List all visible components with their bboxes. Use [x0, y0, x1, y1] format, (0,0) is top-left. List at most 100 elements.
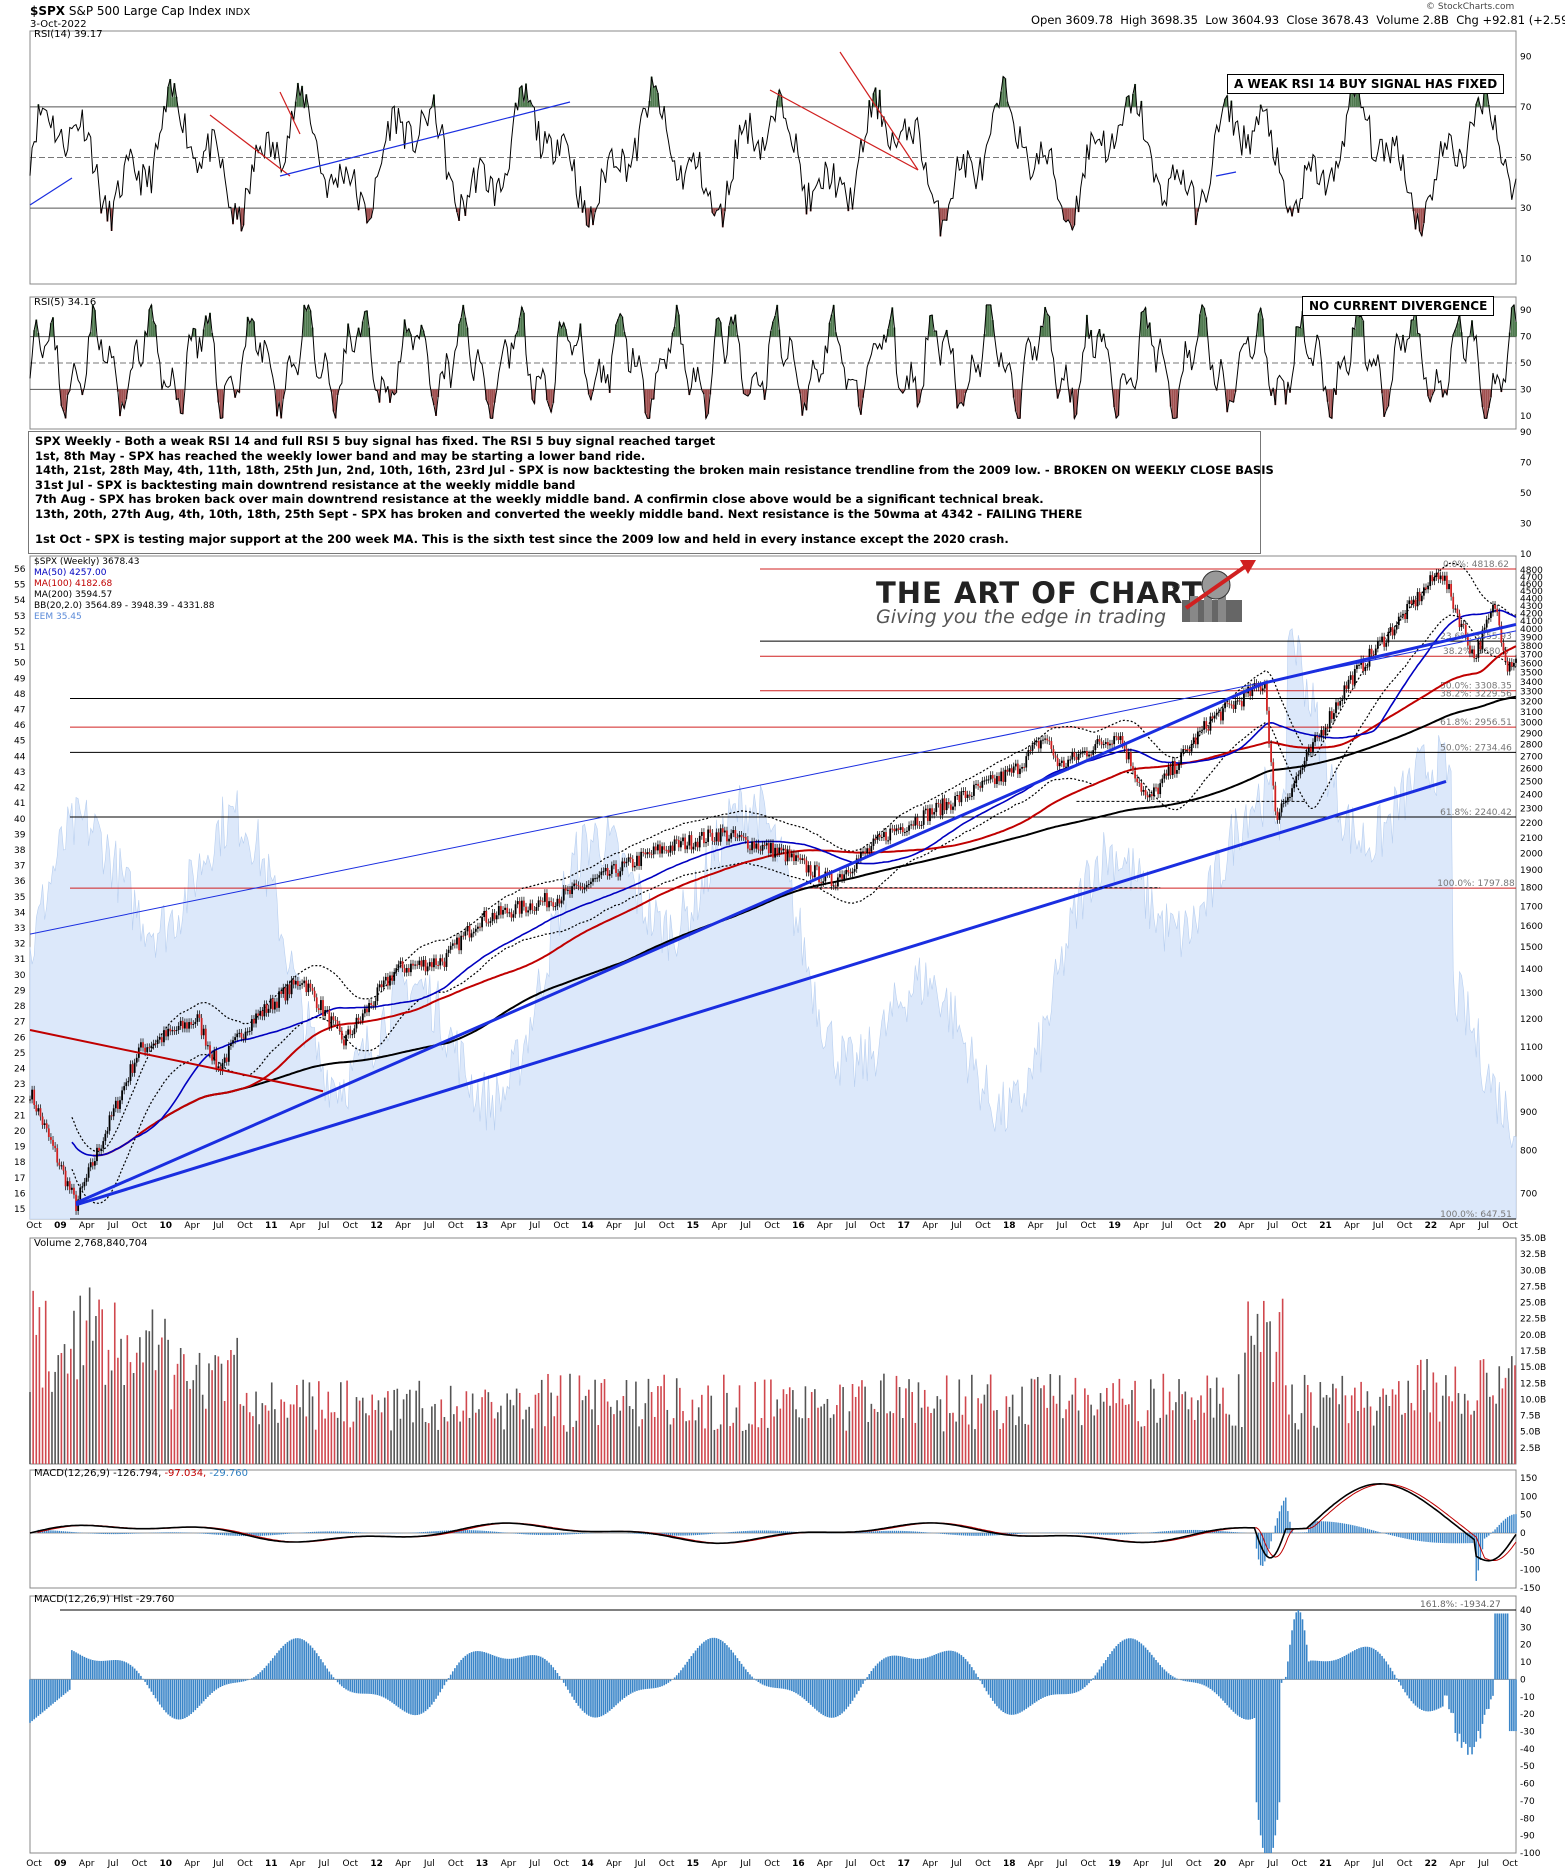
volume-bar [283, 1401, 286, 1464]
candle-body [686, 845, 689, 850]
candle-body [366, 1008, 368, 1013]
candle-body [1165, 773, 1168, 776]
volume-bar [1473, 1410, 1475, 1464]
candle-body [1391, 627, 1394, 636]
volume-bar [1410, 1402, 1413, 1464]
volume-bar [60, 1352, 63, 1464]
logo-tagline: Giving you the edge in trading [876, 606, 1166, 628]
candle-body [818, 866, 820, 883]
volume-bar [936, 1396, 939, 1464]
eem-tick-label: 24 [14, 1065, 26, 1075]
volume-bar [296, 1385, 298, 1464]
volume-bar [1162, 1373, 1165, 1464]
price-tick-label: 2800 [1520, 741, 1543, 751]
x-axis-label: Oct [26, 1859, 42, 1869]
candle-body [230, 1043, 232, 1046]
volume-bar [129, 1362, 132, 1464]
chart-date: 3-Oct-2022 [30, 19, 87, 30]
volume-bar [1140, 1426, 1143, 1464]
volume-bar [776, 1399, 778, 1464]
candle-body [188, 1022, 190, 1029]
candle-body [334, 1019, 337, 1021]
candle-body [1029, 750, 1032, 752]
volume-bar [186, 1381, 188, 1464]
x-axis-label: 13 [476, 1859, 489, 1869]
candle-body [644, 852, 647, 855]
macd-tick-label: -100 [1520, 1566, 1541, 1576]
candle-body [1404, 613, 1406, 620]
candle-body [924, 808, 927, 811]
candle-body [602, 871, 605, 873]
volume-bar [286, 1417, 289, 1464]
candle-body [1427, 586, 1429, 590]
volume-bar [459, 1421, 461, 1464]
candle-body [1146, 795, 1149, 798]
volume-bar [1388, 1406, 1391, 1464]
volume-bar [1479, 1360, 1482, 1464]
volume-bar [443, 1417, 446, 1464]
candle-body [1094, 744, 1097, 751]
candle-body [1452, 596, 1455, 609]
fib-label: 61.8%: 2240.42 [1440, 808, 1512, 818]
volume-bar [1451, 1401, 1453, 1464]
candle-body [299, 984, 301, 986]
candle-body [970, 795, 973, 797]
volume-bar [421, 1408, 424, 1464]
x-axis-label: Oct [764, 1859, 780, 1869]
candle-body [280, 991, 283, 994]
volume-bar [1030, 1378, 1033, 1464]
eem-tick-label: 52 [14, 627, 25, 637]
rsi-tick-label: 30 [1520, 204, 1532, 214]
x-axis-label: Apr [501, 1221, 517, 1231]
candle-body [1224, 702, 1226, 709]
macd-label: MACD(12,26,9) -126.794, -97.034, -29.760 [34, 1468, 249, 1479]
candle-body [1347, 679, 1350, 689]
volume-bar [650, 1392, 653, 1464]
candle-body [483, 910, 486, 917]
volume-bar [1470, 1414, 1472, 1464]
candle-body [933, 812, 936, 815]
candle-body [1376, 640, 1379, 649]
hist-tick-label: -70 [1520, 1797, 1535, 1807]
price-tick-label: 1300 [1520, 989, 1543, 999]
candle-body [1215, 712, 1218, 716]
rsi-right-tick-label: 50 [1520, 489, 1532, 499]
candle-body [895, 828, 898, 832]
volume-bar [211, 1370, 213, 1464]
fib-label: 50.0%: 3308.35 [1440, 682, 1512, 692]
candle-body [451, 943, 454, 946]
volume-bar [782, 1389, 785, 1464]
volume-bar [691, 1399, 694, 1464]
price-tick-label: 1000 [1520, 1074, 1543, 1084]
x-axis-label: Jul [317, 1221, 329, 1231]
volume-bar [1159, 1417, 1161, 1464]
candle-body [305, 980, 308, 993]
volume-bar [170, 1409, 173, 1464]
candle-body [114, 1100, 117, 1109]
candle-body [1305, 752, 1308, 761]
volume-bar [1501, 1388, 1504, 1464]
fib-label: 50.0%: 2734.46 [1440, 743, 1512, 753]
fib-label: 100.0%: 647.51 [1440, 1210, 1512, 1220]
candle-body [680, 841, 682, 848]
volume-bar [566, 1431, 568, 1464]
x-axis-label: Apr [395, 1859, 411, 1869]
volume-bar [475, 1412, 477, 1464]
candle-body [68, 1181, 71, 1190]
candle-body [378, 984, 381, 988]
candle-body [772, 843, 774, 858]
candle-body [1429, 575, 1432, 587]
volume-bar [1288, 1414, 1290, 1464]
candle-body [1048, 740, 1051, 742]
candle-body [238, 1032, 241, 1034]
volume-bar [41, 1387, 44, 1464]
note-line: SPX Weekly - Both a weak RSI 14 and full… [35, 434, 716, 448]
volume-bar [1178, 1379, 1180, 1464]
volume-bar [525, 1409, 527, 1464]
candle-body [518, 901, 521, 914]
candle-body [642, 851, 645, 853]
candle-body [1328, 711, 1331, 729]
volume-bar [512, 1405, 515, 1464]
eem-tick-label: 35 [14, 893, 25, 903]
volume-bar [1153, 1388, 1155, 1464]
